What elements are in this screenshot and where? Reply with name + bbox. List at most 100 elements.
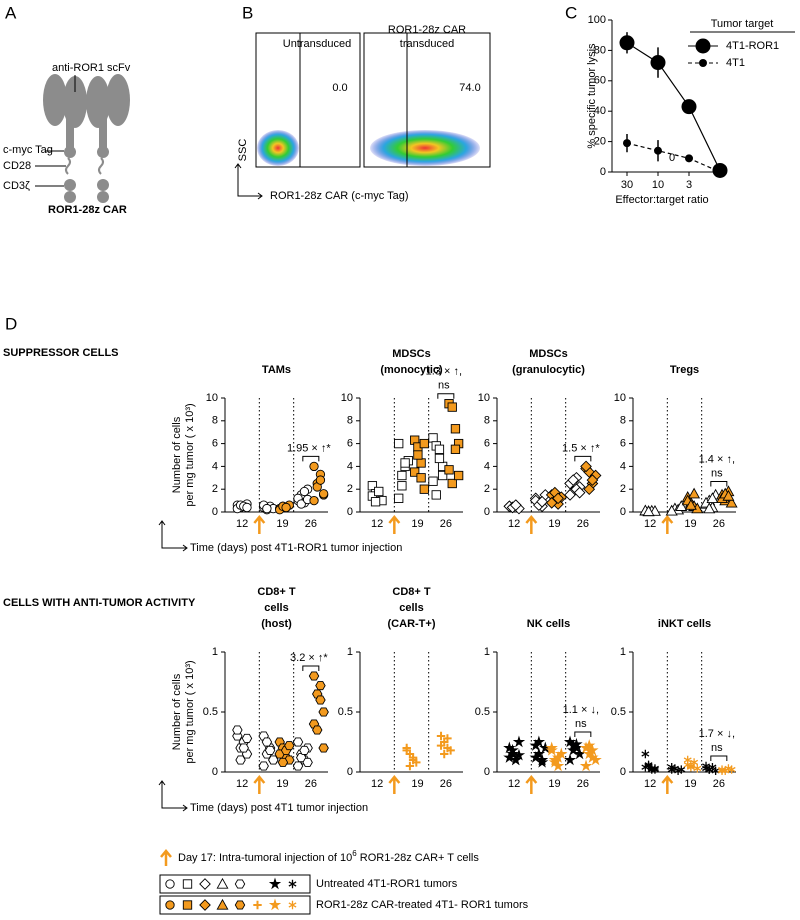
data-point xyxy=(684,499,697,510)
panel-title: cells xyxy=(399,602,423,614)
data-point xyxy=(536,495,548,508)
x-tick-label: 26 xyxy=(440,778,452,790)
legend-label: 4T1-ROR1 xyxy=(726,40,779,52)
legend-marker xyxy=(695,38,711,54)
data-point xyxy=(318,707,329,717)
data-point xyxy=(450,444,461,454)
y-tick-label: 10 xyxy=(478,392,490,404)
annotation: 0 xyxy=(669,152,675,164)
y-tick-label: 100 xyxy=(588,14,606,26)
x-tick-label: 19 xyxy=(411,518,423,530)
annotation: ns xyxy=(711,742,723,754)
panel-title: (host) xyxy=(261,618,292,630)
y-tick-label: 4 xyxy=(484,460,490,472)
annotation: 1.3 × ↑, xyxy=(426,366,462,378)
comparison-bracket xyxy=(710,755,728,761)
data-point xyxy=(650,55,666,71)
y-tick-label: 0 xyxy=(620,506,626,518)
y-tick-label: 2 xyxy=(484,483,490,495)
x-tick-label: 12 xyxy=(644,518,656,530)
data-point xyxy=(447,402,457,412)
data-point xyxy=(567,474,580,486)
y-tick-label: 6 xyxy=(620,438,626,450)
legend-marker xyxy=(165,900,175,910)
panel-title: CD8+ T xyxy=(392,586,430,598)
data-point xyxy=(318,489,329,499)
panel-title: NK cells xyxy=(527,618,570,630)
data-point xyxy=(564,489,576,501)
legend-marker xyxy=(216,877,229,889)
injection-arrow xyxy=(661,515,674,534)
data-point xyxy=(685,154,693,163)
legend-marker xyxy=(182,879,193,889)
data-point xyxy=(446,746,455,755)
y-tick-label: 0.5 xyxy=(611,706,626,718)
annotation: ns xyxy=(438,380,450,392)
legend-text: ROR1-28z CAR-treated 4T1- ROR1 tumors xyxy=(316,899,529,911)
data-point xyxy=(302,757,313,767)
x-tick-label: 10 xyxy=(652,179,664,191)
y-tick-label: 60 xyxy=(594,75,606,87)
injection-arrow xyxy=(388,775,401,794)
y-axis-label: % specific tumor lysis xyxy=(586,43,598,149)
data-point xyxy=(261,737,273,747)
y-tick-label: 0 xyxy=(620,766,626,778)
data-point xyxy=(453,470,464,481)
annotation: ns xyxy=(711,467,723,479)
data-point xyxy=(262,503,272,514)
comparison-bracket xyxy=(574,455,592,462)
data-point xyxy=(667,763,676,772)
axis-arrow xyxy=(158,780,188,812)
panel-title: Tregs xyxy=(670,364,699,376)
legend-superscript: 6 xyxy=(352,849,357,858)
plot-title: ROR1-28z CAR xyxy=(388,24,466,36)
x-tick-label: 26 xyxy=(713,778,725,790)
legend-text: Day 17: Intra-tumoral injection of 10 xyxy=(178,852,352,864)
annotation: 1.4 × ↑, xyxy=(699,453,735,465)
data-point xyxy=(552,492,564,505)
data-point xyxy=(419,438,429,449)
row-header: SUPPRESSOR CELLS xyxy=(3,347,119,359)
x-tick-label: 19 xyxy=(411,778,423,790)
data-point xyxy=(232,725,243,735)
data-point xyxy=(312,725,323,735)
data-point xyxy=(686,763,695,772)
panel-label: C xyxy=(565,3,577,22)
data-point xyxy=(238,743,249,753)
legend-text: Untreated 4T1-ROR1 tumors xyxy=(316,878,458,890)
y-tick-label: 1 xyxy=(620,646,626,658)
data-point xyxy=(242,502,252,513)
data-point xyxy=(512,735,526,748)
car-diagram xyxy=(43,74,130,203)
y-tick-label: 6 xyxy=(484,438,490,450)
y-tick-label: 40 xyxy=(594,105,606,117)
x-tick-label: 12 xyxy=(508,778,520,790)
data-point xyxy=(318,743,329,753)
y-tick-label: 0 xyxy=(347,506,353,518)
data-point xyxy=(370,497,381,507)
injection-arrow xyxy=(388,515,401,534)
x-tick-label: 19 xyxy=(548,518,560,530)
data-point xyxy=(397,481,407,491)
panel-title: cells xyxy=(264,602,288,614)
data-point xyxy=(444,465,454,475)
y-tick-label: 8 xyxy=(484,415,490,427)
data-point xyxy=(299,486,310,497)
data-point xyxy=(573,486,586,499)
data-point xyxy=(718,766,726,775)
comparison-bracket xyxy=(574,731,592,737)
data-point xyxy=(436,731,446,741)
data-point xyxy=(428,433,438,443)
data-point xyxy=(503,751,516,763)
data-point xyxy=(434,444,445,454)
legend-marker xyxy=(288,879,297,889)
data-point xyxy=(727,765,736,774)
data-point xyxy=(722,489,735,501)
x-axis-label: Time (days) post 4T1-ROR1 tumor injectio… xyxy=(190,542,402,554)
y-tick-label: 80 xyxy=(594,44,606,56)
data-point xyxy=(693,764,702,773)
x-axis-label: Effector:target ratio xyxy=(615,194,708,206)
data-point xyxy=(706,492,719,503)
car-name: ROR1-28z CAR xyxy=(48,204,127,216)
annotation: ns xyxy=(575,718,587,730)
